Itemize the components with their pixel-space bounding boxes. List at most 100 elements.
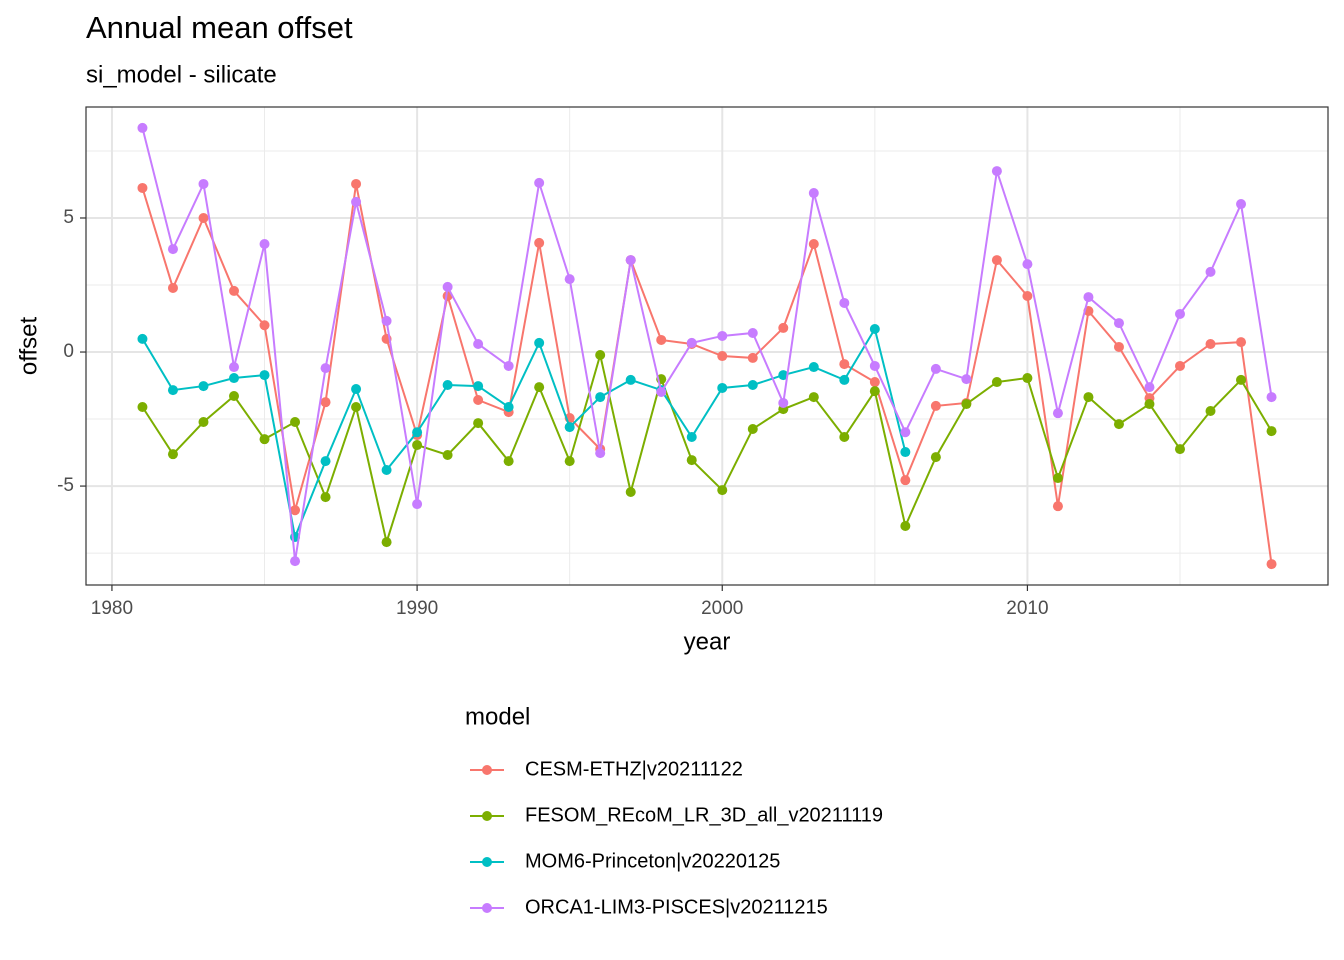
point (229, 373, 240, 384)
point (351, 384, 362, 395)
point (869, 386, 880, 397)
point (869, 360, 880, 371)
y-tick-label: -5 (57, 475, 74, 496)
point (167, 282, 178, 293)
point (137, 401, 148, 412)
point (900, 475, 911, 486)
point (198, 381, 209, 392)
point (1144, 399, 1155, 410)
point (1113, 318, 1124, 329)
point (930, 363, 941, 374)
point (534, 177, 545, 188)
point (137, 122, 148, 133)
point (137, 333, 148, 344)
point (473, 338, 484, 349)
legend-title: model (465, 703, 530, 730)
point (167, 449, 178, 460)
point (869, 377, 880, 388)
point (198, 212, 209, 223)
point (1113, 419, 1124, 430)
point (625, 255, 636, 266)
point (961, 399, 972, 410)
point (442, 281, 453, 292)
point (991, 166, 1002, 177)
point (1052, 408, 1063, 419)
point (381, 315, 392, 326)
point (991, 377, 1002, 388)
point (717, 351, 728, 362)
point (259, 320, 270, 331)
point (137, 182, 148, 193)
x-tick-label: 2010 (1006, 598, 1048, 619)
y-tick-label: 0 (63, 341, 74, 362)
point (686, 337, 697, 348)
point (1022, 373, 1033, 384)
point (839, 432, 850, 443)
point (564, 274, 575, 285)
point (442, 449, 453, 460)
legend-key-point (482, 811, 492, 821)
point (198, 178, 209, 189)
point (412, 499, 423, 510)
point (747, 352, 758, 363)
x-tick-label: 1990 (396, 598, 438, 619)
legend-key-point (482, 857, 492, 867)
point (381, 464, 392, 475)
point (1113, 341, 1124, 352)
point (930, 400, 941, 411)
point (412, 427, 423, 438)
point (839, 374, 850, 385)
point (473, 381, 484, 392)
point (229, 390, 240, 401)
point (717, 485, 728, 496)
legend-label: CESM-ETHZ|v20211122 (525, 758, 743, 780)
point (290, 556, 301, 567)
series-line (141, 127, 1273, 562)
point (1266, 426, 1277, 437)
point (839, 359, 850, 370)
point (229, 285, 240, 296)
point (900, 521, 911, 532)
point (1174, 444, 1185, 455)
point (717, 382, 728, 393)
point (656, 334, 667, 345)
point (320, 456, 331, 467)
point (564, 422, 575, 433)
point (1052, 501, 1063, 512)
point (930, 452, 941, 463)
y-tick-label: 5 (63, 207, 74, 228)
series-line (141, 354, 1273, 546)
legend-key-point (482, 903, 492, 913)
point (717, 330, 728, 341)
point (412, 440, 423, 451)
point (564, 456, 575, 467)
point (808, 392, 819, 403)
legend-key-point (482, 765, 492, 775)
point (1022, 259, 1033, 270)
point (473, 418, 484, 429)
point (1083, 292, 1094, 303)
point (900, 427, 911, 438)
legend-label: ORCA1-LIM3-PISCES|v20211215 (525, 896, 828, 918)
point (351, 196, 362, 207)
point (1266, 559, 1277, 570)
point (1266, 392, 1277, 403)
point (686, 432, 697, 443)
point (229, 362, 240, 373)
point (320, 397, 331, 408)
point (595, 448, 606, 459)
point (1236, 199, 1247, 210)
point (1083, 392, 1094, 403)
series-line (141, 326, 907, 541)
point (1205, 338, 1216, 349)
x-tick-label: 2000 (701, 598, 743, 619)
point (259, 370, 270, 381)
point (1174, 360, 1185, 371)
point (808, 362, 819, 373)
point (1205, 406, 1216, 417)
point (290, 417, 301, 428)
point (595, 349, 606, 360)
point (991, 255, 1002, 266)
point (1236, 337, 1247, 348)
